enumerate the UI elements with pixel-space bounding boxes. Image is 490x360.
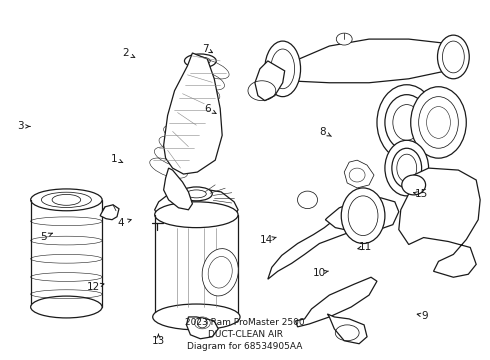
- Polygon shape: [399, 168, 480, 277]
- Polygon shape: [255, 61, 285, 100]
- Ellipse shape: [180, 187, 212, 201]
- Text: 1: 1: [110, 154, 117, 163]
- Polygon shape: [295, 277, 377, 327]
- Text: 2023 Ram ProMaster 2500: 2023 Ram ProMaster 2500: [185, 318, 305, 327]
- Text: 11: 11: [359, 242, 372, 252]
- Ellipse shape: [377, 85, 437, 160]
- Ellipse shape: [385, 140, 429, 196]
- Polygon shape: [164, 168, 193, 210]
- Ellipse shape: [202, 249, 238, 296]
- Polygon shape: [344, 160, 374, 188]
- Text: 8: 8: [319, 127, 326, 137]
- Polygon shape: [325, 198, 399, 231]
- Polygon shape: [100, 205, 119, 220]
- Text: 12: 12: [87, 282, 100, 292]
- Text: 4: 4: [118, 218, 124, 228]
- Text: 14: 14: [260, 235, 273, 245]
- Ellipse shape: [385, 95, 429, 150]
- Polygon shape: [327, 314, 367, 344]
- Ellipse shape: [297, 191, 318, 208]
- Ellipse shape: [31, 296, 102, 318]
- Text: 13: 13: [152, 337, 165, 346]
- Ellipse shape: [155, 202, 238, 228]
- Ellipse shape: [265, 41, 300, 96]
- Text: Diagram for 68534905AA: Diagram for 68534905AA: [187, 342, 303, 351]
- Ellipse shape: [341, 188, 385, 243]
- Text: 9: 9: [421, 311, 428, 321]
- Text: 15: 15: [415, 189, 428, 199]
- Text: 7: 7: [202, 44, 208, 54]
- Ellipse shape: [197, 318, 207, 328]
- Ellipse shape: [402, 175, 426, 195]
- Text: 5: 5: [40, 232, 47, 242]
- Text: DUCT-CLEAN AIR: DUCT-CLEAN AIR: [207, 330, 283, 339]
- Text: 10: 10: [312, 268, 325, 278]
- Text: 2: 2: [122, 48, 129, 58]
- Polygon shape: [275, 39, 453, 83]
- Ellipse shape: [336, 33, 352, 45]
- Polygon shape: [164, 53, 222, 174]
- Ellipse shape: [392, 148, 421, 188]
- Ellipse shape: [411, 87, 466, 158]
- Polygon shape: [155, 188, 238, 226]
- Polygon shape: [268, 210, 377, 279]
- Polygon shape: [187, 317, 218, 339]
- Ellipse shape: [438, 35, 469, 79]
- Text: 6: 6: [204, 104, 210, 113]
- Ellipse shape: [31, 189, 102, 211]
- Text: 3: 3: [17, 121, 24, 131]
- Ellipse shape: [153, 304, 240, 330]
- Ellipse shape: [184, 54, 216, 68]
